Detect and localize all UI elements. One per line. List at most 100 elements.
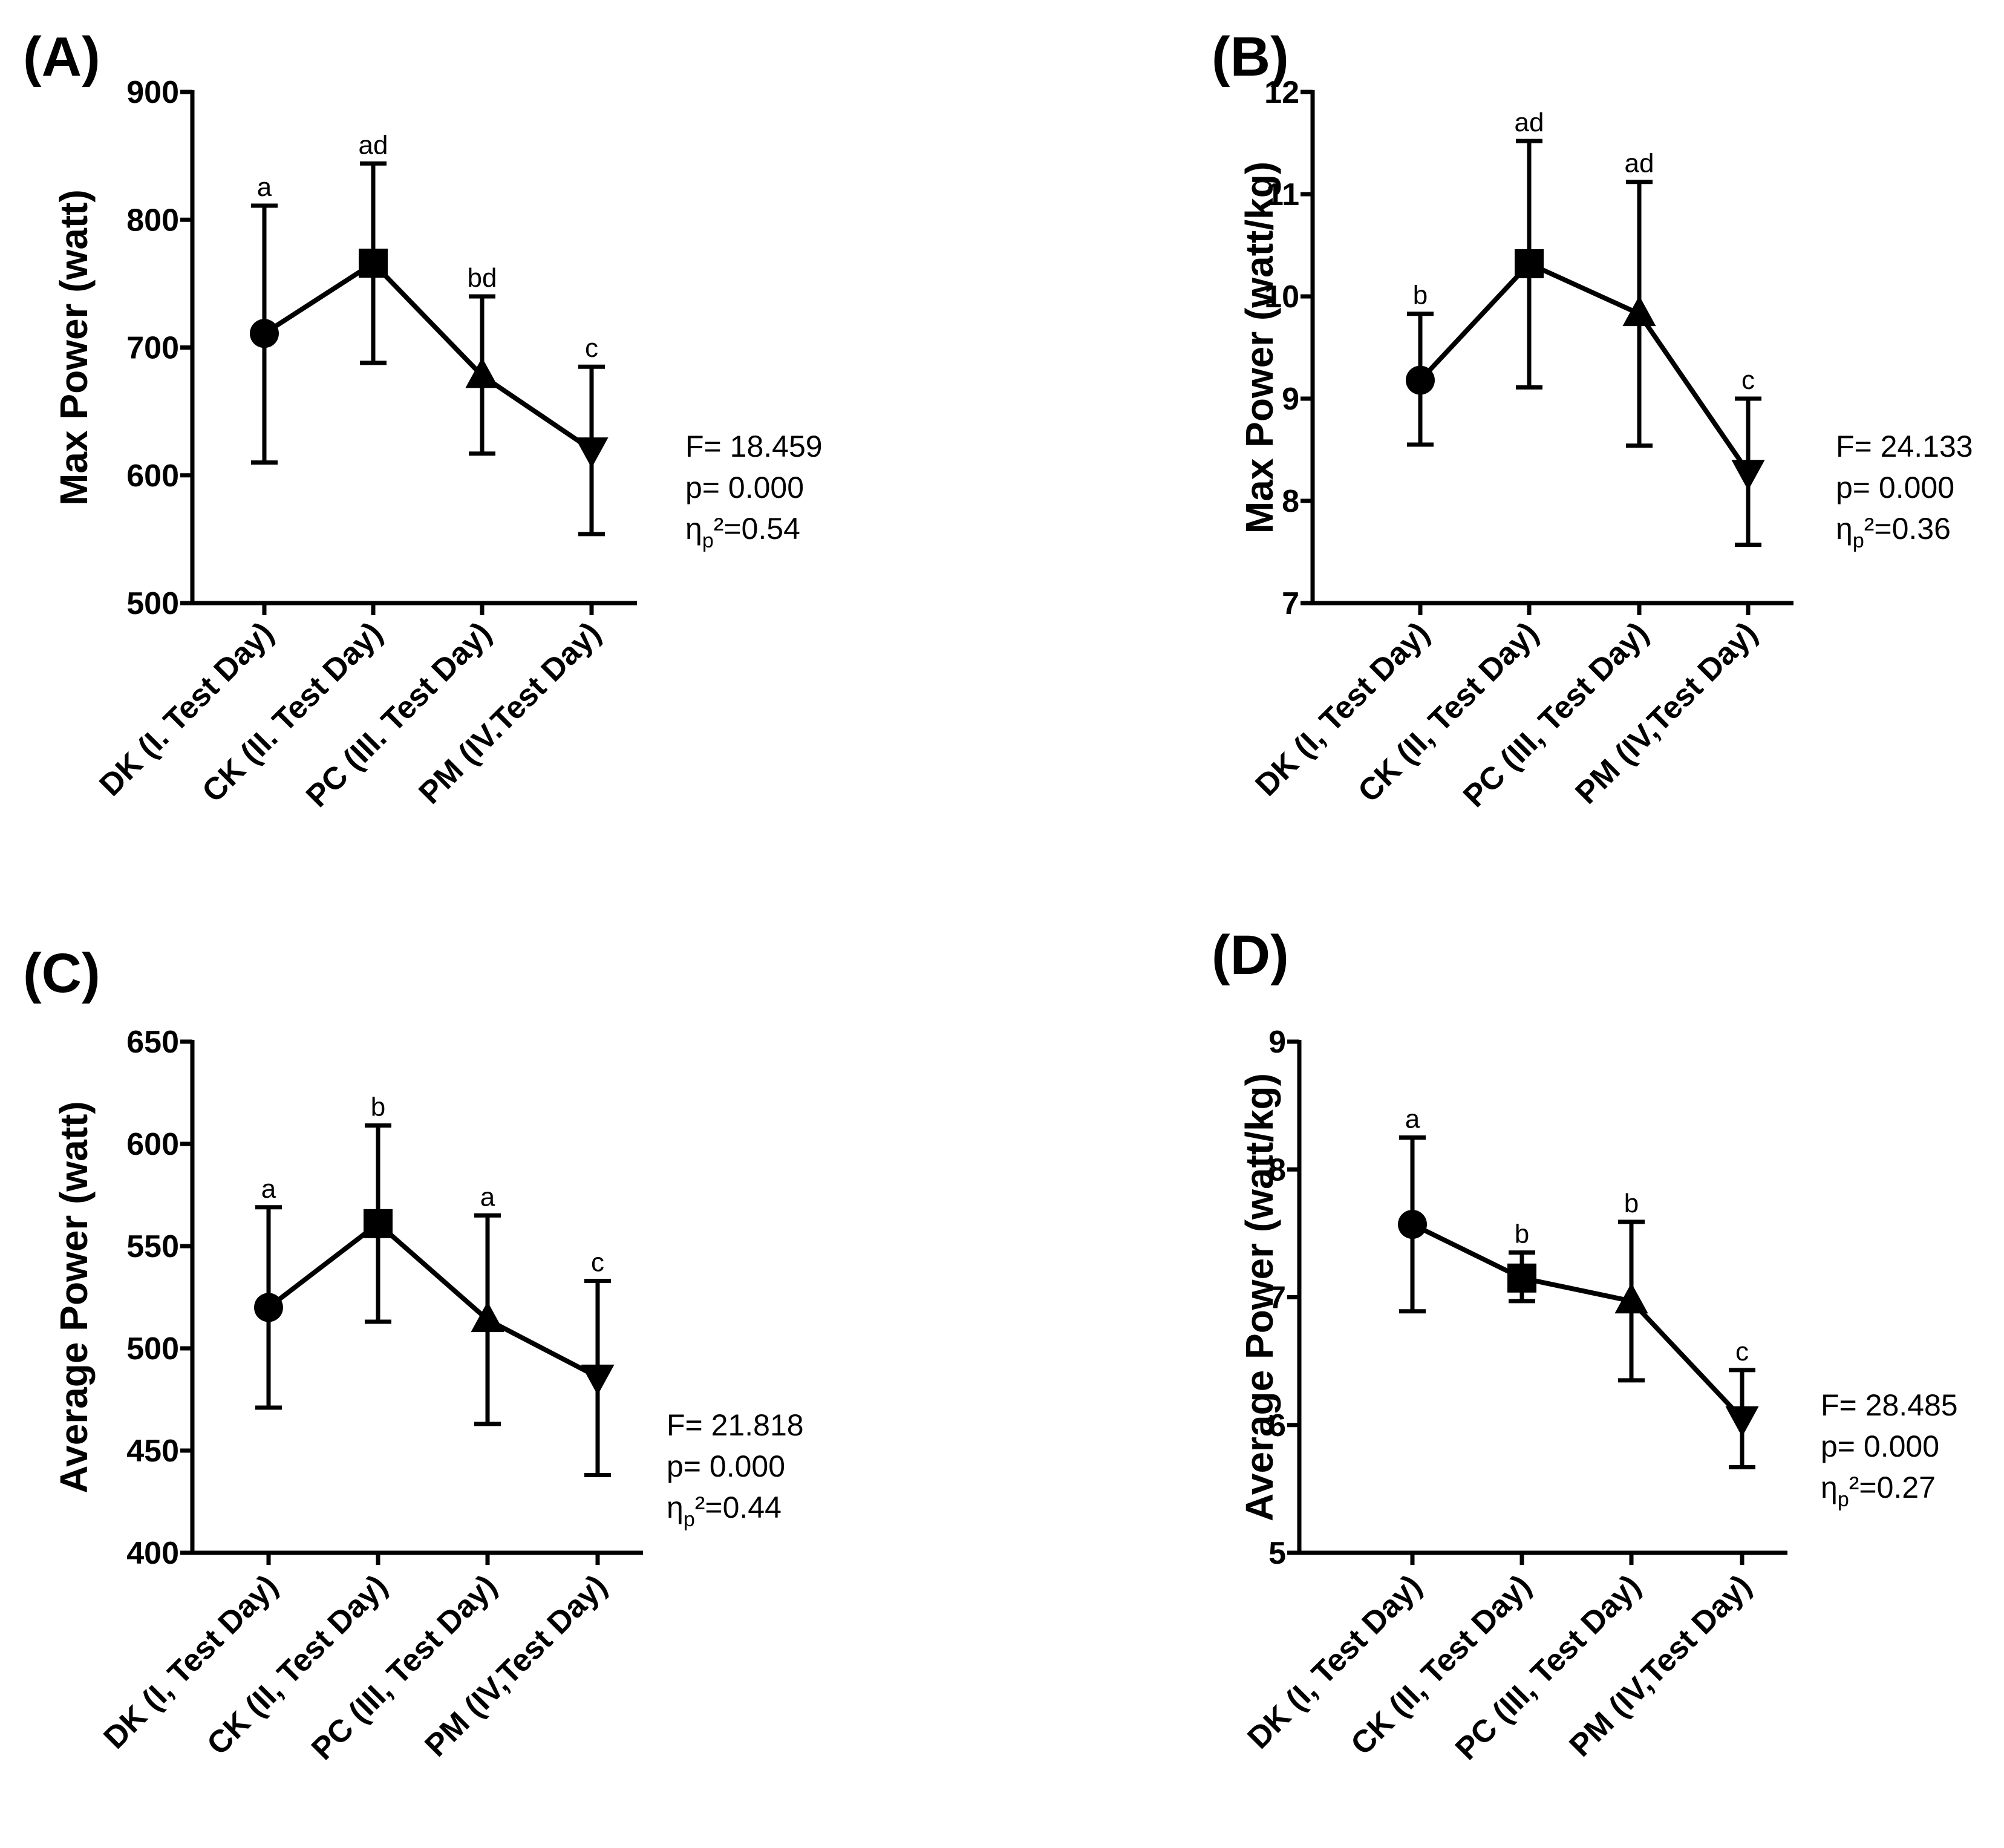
y-axis-label: Max Power (watt/kg) — [1238, 162, 1281, 534]
data-point-triangle-up — [1614, 1282, 1648, 1314]
x-tick-label: CK (II. Test Day) — [195, 615, 389, 809]
x-tick-label: CK (II, Test Day) — [1351, 615, 1545, 809]
y-tick-label: 400 — [126, 1536, 179, 1571]
data-point-triangle-up — [1622, 295, 1656, 327]
stat-f: F= 28.485 — [1821, 1388, 1958, 1422]
x-tick-label: PC (III, Test Day) — [1449, 1568, 1647, 1766]
y-tick-label: 8 — [1282, 484, 1299, 519]
y-axis-label: Max Power (watt) — [52, 189, 96, 506]
x-tick-label: PM (IV,Test Day) — [418, 1568, 613, 1763]
data-point-triangle-up — [471, 1301, 504, 1333]
significance-letter: a — [257, 172, 272, 202]
significance-letter: a — [261, 1174, 276, 1204]
data-point-square — [1515, 249, 1544, 278]
y-tick-label: 500 — [126, 586, 179, 621]
data-point-triangle-down — [575, 437, 609, 468]
y-tick-label: 900 — [126, 75, 179, 110]
data-point-triangle-down — [1725, 1406, 1759, 1437]
stat-eta-subscript: p — [702, 529, 714, 552]
significance-letter: c — [1741, 365, 1755, 395]
panel-label: (D) — [1212, 924, 1289, 986]
y-tick-label: 600 — [126, 459, 179, 494]
significance-letter: ad — [1515, 108, 1544, 137]
stat-eta: ηp²=0.36 — [1836, 512, 1951, 552]
stat-eta-symbol: η — [685, 512, 702, 546]
y-tick-label: 7 — [1268, 1281, 1286, 1316]
stat-eta-value: ²=0.54 — [714, 512, 800, 546]
stat-p: p= 0.000 — [667, 1449, 785, 1483]
stat-eta-value: ²=0.36 — [1864, 512, 1951, 546]
significance-letter: ad — [1625, 149, 1654, 178]
significance-letter: a — [480, 1182, 495, 1212]
y-tick-label: 600 — [126, 1127, 179, 1162]
data-point-triangle-up — [465, 357, 499, 388]
y-tick-label: 550 — [126, 1229, 179, 1264]
y-axis-label: Average Power (watt/kg) — [1238, 1073, 1281, 1521]
y-tick-label: 6 — [1268, 1408, 1286, 1443]
stat-eta-subscript: p — [1838, 1488, 1849, 1511]
data-point-square — [1507, 1263, 1536, 1293]
x-tick-label: PC (III, Test Day) — [1457, 615, 1655, 814]
data-point-square — [364, 1209, 393, 1238]
stat-f: F= 24.133 — [1836, 429, 1973, 463]
series-line — [267, 1221, 599, 1379]
x-tick-label: PM (IV,Test Day) — [1562, 1568, 1758, 1763]
stat-eta: ηp²=0.27 — [1821, 1471, 1936, 1511]
significance-letter: c — [585, 333, 598, 363]
data-point-circle — [254, 1293, 283, 1322]
significance-letter: bd — [468, 263, 497, 293]
significance-letter: c — [591, 1247, 604, 1277]
x-tick-label: PC (III. Test Day) — [299, 615, 498, 814]
stat-eta-value: ²=0.27 — [1849, 1471, 1936, 1504]
stat-eta: ηp²=0.44 — [667, 1490, 782, 1531]
y-tick-label: 12 — [1264, 75, 1299, 110]
y-axis-label: Average Power (watt) — [52, 1101, 96, 1493]
y-tick-label: 450 — [126, 1434, 179, 1469]
y-tick-label: 10 — [1264, 279, 1299, 315]
data-point-triangle-down — [581, 1364, 615, 1396]
y-tick-label: 800 — [126, 203, 179, 238]
chart-panel: (C) 400 450 500 550 600 650 Average Power (watt… — [23, 942, 804, 1767]
y-tick-label: 500 — [126, 1331, 179, 1366]
stat-p: p= 0.000 — [685, 471, 804, 504]
y-tick-label: 9 — [1282, 382, 1299, 417]
data-point-circle — [1398, 1210, 1427, 1239]
series-line — [1418, 261, 1751, 474]
significance-letter: b — [1413, 281, 1428, 310]
x-tick-label: PM (IV,Test Day) — [1568, 615, 1764, 811]
stat-eta-symbol: η — [1836, 512, 1853, 546]
x-tick-label: CK (II, Test Day) — [1344, 1568, 1538, 1761]
panel-label: (A) — [23, 26, 100, 88]
data-point-circle — [1406, 365, 1435, 395]
y-tick-label: 650 — [126, 1025, 179, 1060]
y-tick-label: 8 — [1268, 1152, 1286, 1187]
stat-eta: ηp²=0.54 — [685, 512, 800, 552]
panel-label: (C) — [23, 942, 100, 1004]
stat-f: F= 21.818 — [667, 1408, 804, 1442]
x-tick-label: CK (II, Test Day) — [200, 1568, 394, 1761]
stat-f: F= 18.459 — [685, 429, 823, 463]
significance-letter: b — [1515, 1219, 1529, 1249]
stat-p: p= 0.000 — [1836, 471, 1954, 504]
y-tick-label: 9 — [1268, 1025, 1286, 1060]
significance-letter: c — [1735, 1337, 1749, 1366]
series-line — [263, 261, 593, 452]
data-point-circle — [250, 319, 279, 348]
significance-letter: ad — [359, 130, 388, 160]
y-tick-label: 11 — [1266, 177, 1299, 212]
stat-eta-value: ²=0.44 — [695, 1490, 782, 1524]
y-tick-label: 700 — [126, 331, 179, 366]
stat-eta-symbol: η — [1821, 1471, 1838, 1504]
panel-label: (B) — [1212, 26, 1289, 88]
x-tick-label: PC (III, Test Day) — [305, 1568, 503, 1766]
stat-eta-subscript: p — [1853, 529, 1864, 552]
stat-p: p= 0.000 — [1821, 1429, 1939, 1463]
stat-eta-subscript: p — [684, 1508, 695, 1531]
series-line — [1411, 1222, 1744, 1420]
data-point-triangle-down — [1731, 460, 1765, 491]
significance-letter: b — [371, 1092, 385, 1122]
stat-eta-symbol: η — [667, 1490, 684, 1524]
